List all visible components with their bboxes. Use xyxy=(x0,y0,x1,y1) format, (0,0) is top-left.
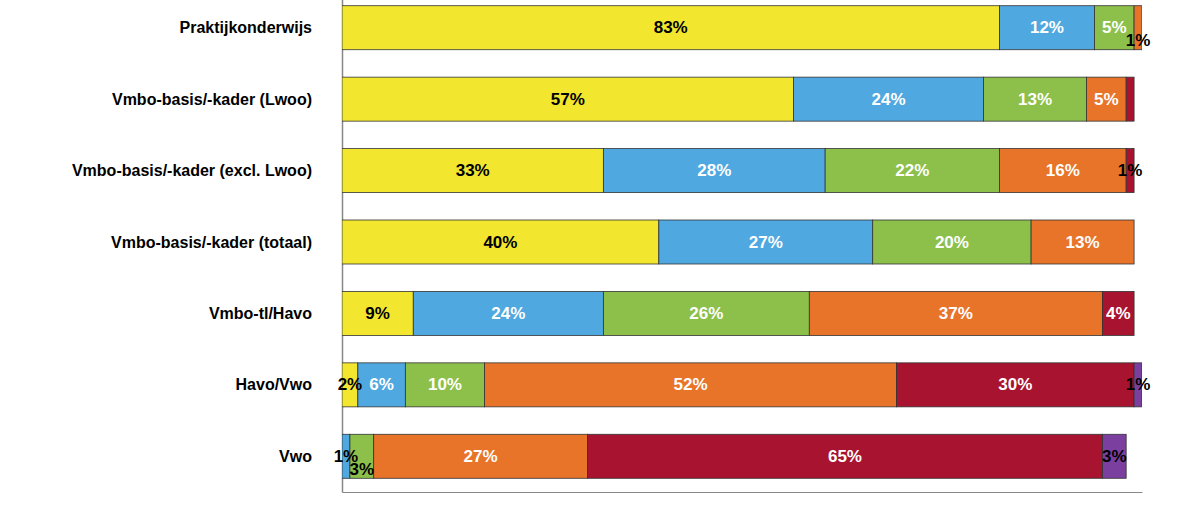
data-label: 1% xyxy=(1118,161,1143,180)
y-tick: Vmbo-basis/-kader (totaal) xyxy=(111,234,342,251)
data-label: 12% xyxy=(1030,18,1064,37)
data-label: 30% xyxy=(998,375,1032,394)
category-label: Vwo xyxy=(279,448,312,465)
bar-segment xyxy=(342,291,413,335)
category-label: Havo/Vwo xyxy=(236,376,313,393)
series xyxy=(588,77,1135,478)
bar-segment xyxy=(825,149,999,193)
data-label: 33% xyxy=(456,161,490,180)
data-label: 13% xyxy=(1066,233,1100,252)
category-label: Praktijkonderwijs xyxy=(180,19,313,36)
data-label: 1% xyxy=(1126,31,1151,50)
bar-segment xyxy=(588,434,1103,478)
series xyxy=(350,6,1134,479)
bar-segment xyxy=(342,77,793,121)
data-label: 16% xyxy=(1046,161,1080,180)
data-label: 83% xyxy=(654,18,688,37)
bars xyxy=(342,6,1142,479)
bar-segment xyxy=(999,149,1126,193)
y-tick: Vmbo-basis/-kader (Lwoo) xyxy=(112,91,342,108)
chart: Praktijkonderwijs Vmbo-basis/-kader (Lwoo… xyxy=(0,0,1181,511)
y-tick: Vmbo-basis/-kader (excl. Lwoo) xyxy=(72,162,342,179)
data-label: 3% xyxy=(350,460,375,479)
data-label: 4% xyxy=(1106,304,1131,323)
data-label: 22% xyxy=(895,161,929,180)
data-label: 28% xyxy=(697,161,731,180)
bar-segment xyxy=(984,77,1087,121)
data-label: 57% xyxy=(551,90,585,109)
category-label: Vmbo-basis/-kader (excl. Lwoo) xyxy=(72,162,312,179)
bar-segment xyxy=(793,77,983,121)
bar-segment xyxy=(603,149,825,193)
data-label: 2% xyxy=(338,375,363,394)
bar-segment xyxy=(809,291,1102,335)
data-label: 37% xyxy=(939,304,973,323)
data-label: 26% xyxy=(689,304,723,323)
data-label: 20% xyxy=(935,233,969,252)
y-tick: Havo/Vwo xyxy=(236,376,342,393)
bar-segment xyxy=(413,291,603,335)
y-axis: Praktijkonderwijs Vmbo-basis/-kader (Lwoo… xyxy=(72,0,343,493)
data-label: 24% xyxy=(491,304,525,323)
bar-segment xyxy=(1134,291,1135,335)
category-label: Vmbo-tl/Havo xyxy=(209,305,312,322)
bar-segment xyxy=(873,220,1031,264)
bar-segment xyxy=(1102,434,1126,478)
bar-segment xyxy=(999,6,1094,50)
series xyxy=(342,6,1094,479)
category-label: Vmbo-basis/-kader (Lwoo) xyxy=(112,91,312,108)
bar-segment xyxy=(1087,77,1127,121)
bar-segment xyxy=(485,363,897,407)
data-label: 27% xyxy=(464,447,498,466)
bar-segment xyxy=(1134,220,1135,264)
bar-segment xyxy=(659,220,873,264)
data-label: 13% xyxy=(1018,90,1052,109)
data-label: 27% xyxy=(749,233,783,252)
bar-segment xyxy=(1134,77,1135,121)
y-tick: Vmbo-tl/Havo xyxy=(209,305,342,322)
data-label: 5% xyxy=(1102,18,1127,37)
category-label: Vmbo-basis/-kader (totaal) xyxy=(111,234,312,251)
data-label: 6% xyxy=(369,375,394,394)
bar-segment xyxy=(1126,77,1134,121)
series xyxy=(342,6,999,407)
data-labels: 83%12%5%1%57%24%13%5%33%28%22%16%1%40%27… xyxy=(334,18,1151,479)
data-label: 1% xyxy=(1126,375,1151,394)
bar-segment xyxy=(1031,220,1134,264)
data-label: 24% xyxy=(872,90,906,109)
data-label: 52% xyxy=(673,375,707,394)
y-tick: Vwo xyxy=(279,448,342,465)
data-label: 40% xyxy=(483,233,517,252)
bar-segment xyxy=(342,6,999,50)
bar-segment xyxy=(896,363,1134,407)
data-label: 5% xyxy=(1094,90,1119,109)
bar-segment xyxy=(342,220,659,264)
y-tick: Praktijkonderwijs xyxy=(180,19,343,36)
bar-segment xyxy=(603,291,809,335)
x-axis-line xyxy=(343,492,1143,493)
bar-segment xyxy=(1134,220,1135,264)
data-label: 3% xyxy=(1102,447,1127,466)
bar-segment xyxy=(342,149,603,193)
data-label: 9% xyxy=(365,304,390,323)
series xyxy=(374,6,1142,479)
data-label: 65% xyxy=(828,447,862,466)
bar-segment xyxy=(405,363,484,407)
data-label: 10% xyxy=(428,375,462,394)
x-axis xyxy=(343,492,1143,493)
bar-segment xyxy=(358,363,406,407)
bar-segment xyxy=(1102,291,1134,335)
bar-segment xyxy=(374,434,588,478)
